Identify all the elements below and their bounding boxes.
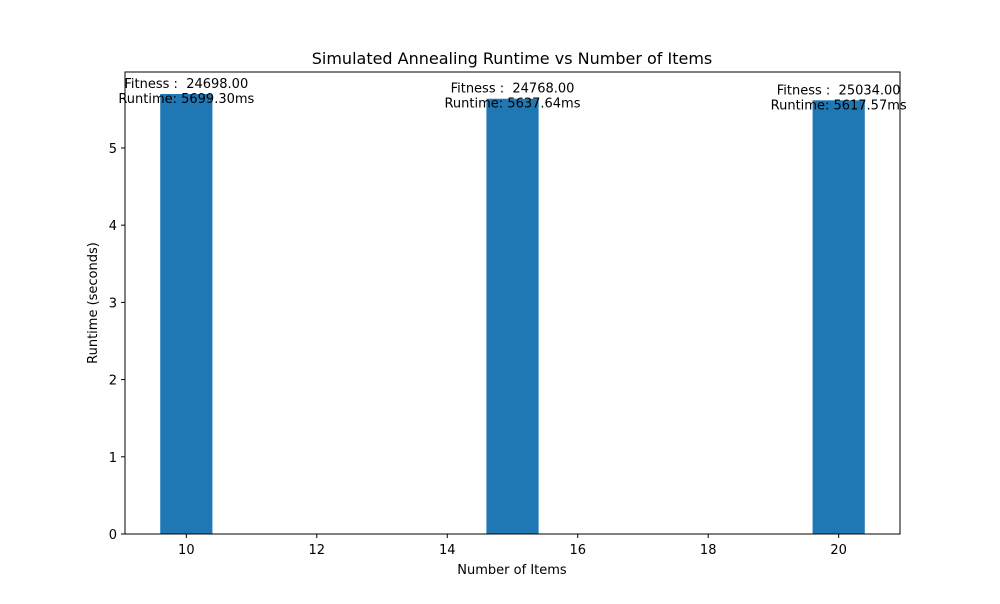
y-tick-label: 5	[109, 142, 117, 157]
bar-10	[160, 93, 213, 534]
x-tick-label: 14	[439, 543, 456, 558]
bar-runtime-label: Runtime: 5617.57ms	[771, 98, 907, 113]
bar-fitness-label: Fitness : 24768.00	[451, 82, 575, 97]
y-axis-label: Runtime (seconds)	[86, 242, 101, 364]
x-tick-label: 20	[830, 543, 847, 558]
y-tick-label: 1	[109, 451, 117, 466]
y-tick-label: 3	[109, 296, 117, 311]
x-axis-label: Number of Items	[457, 563, 567, 578]
bar-20	[812, 100, 865, 534]
bar-fitness-label: Fitness : 24698.00	[124, 77, 248, 92]
x-tick-label: 18	[700, 543, 717, 558]
bar-fitness-label: Fitness : 25034.00	[777, 83, 901, 98]
x-tick-label: 16	[569, 543, 586, 558]
y-tick-label: 4	[109, 219, 117, 234]
y-axis-ticks: 0 1 2 3 4 5	[109, 142, 125, 543]
bar-runtime-label: Runtime: 5637.64ms	[444, 97, 580, 112]
x-axis-ticks: 10 12 14 16 18 20	[178, 534, 847, 558]
chart-title: Simulated Annealing Runtime vs Number of…	[312, 49, 713, 68]
bar-15	[486, 98, 539, 534]
y-tick-label: 0	[109, 528, 117, 543]
y-tick-label: 2	[109, 374, 117, 389]
bar-runtime-label: Runtime: 5699.30ms	[118, 92, 254, 107]
plot-frame	[124, 71, 901, 535]
x-tick-label: 10	[178, 543, 195, 558]
bars-layer	[160, 93, 865, 534]
x-tick-label: 12	[309, 543, 326, 558]
